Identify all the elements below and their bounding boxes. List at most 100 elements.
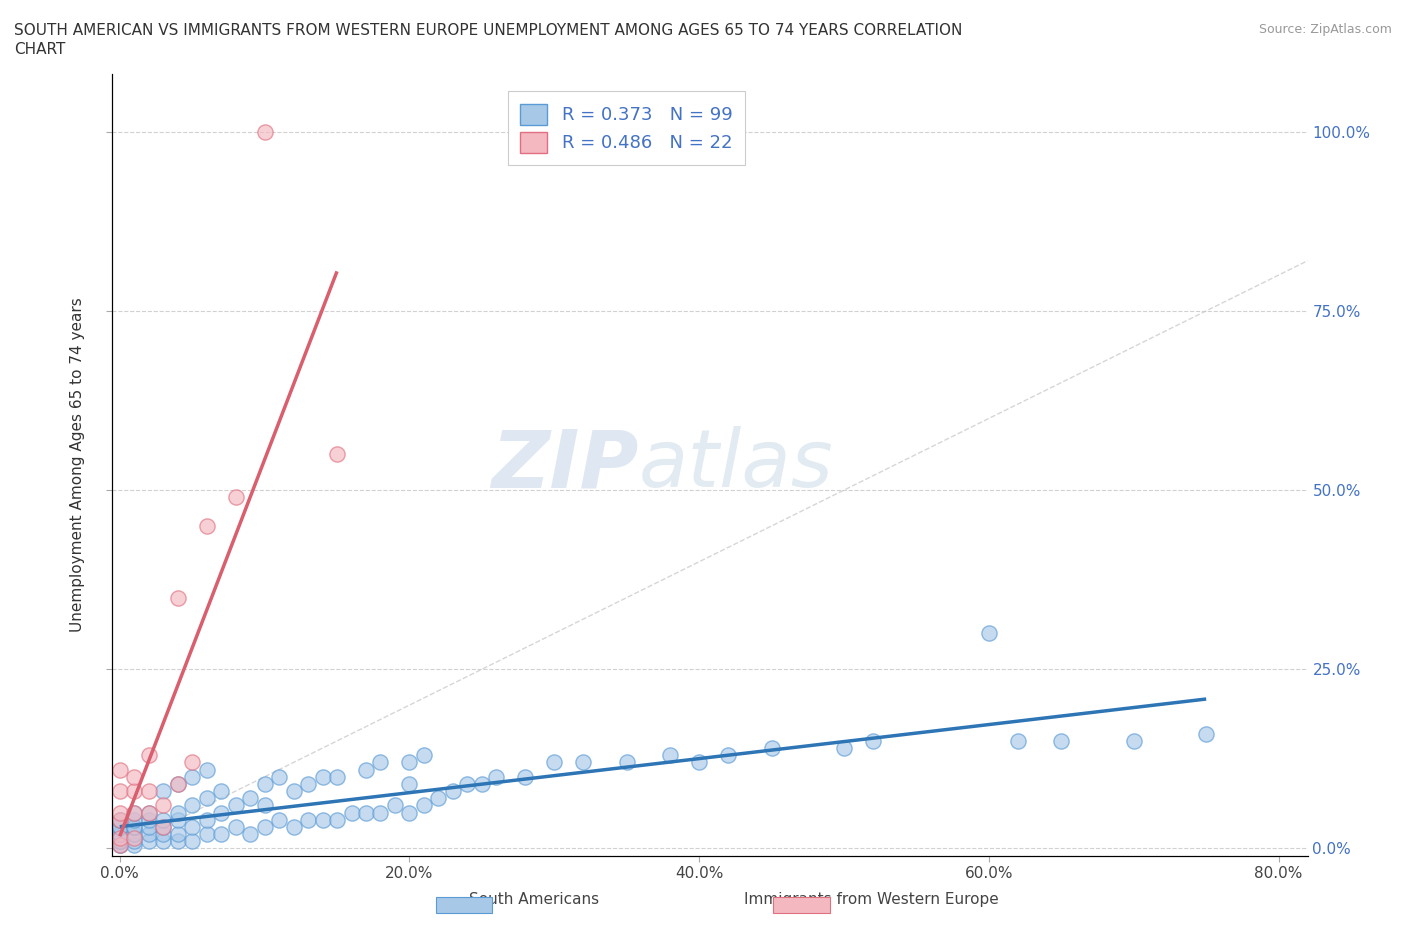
Point — [108, 827, 131, 842]
Point — [862, 734, 884, 749]
Point — [384, 798, 406, 813]
Point — [166, 777, 188, 791]
Point — [326, 812, 349, 827]
Point — [543, 755, 565, 770]
Point — [108, 834, 131, 849]
Point — [108, 784, 131, 799]
Point — [138, 805, 160, 820]
Point — [108, 819, 131, 834]
Point — [152, 812, 174, 827]
Point — [122, 812, 145, 827]
Point — [122, 837, 145, 852]
Point — [413, 798, 436, 813]
Point — [122, 784, 145, 799]
Point — [717, 748, 740, 763]
Point — [311, 769, 333, 784]
Point — [441, 784, 464, 799]
Point — [152, 798, 174, 813]
Point — [152, 834, 174, 849]
Text: SOUTH AMERICAN VS IMMIGRANTS FROM WESTERN EUROPE UNEMPLOYMENT AMONG AGES 65 TO 7: SOUTH AMERICAN VS IMMIGRANTS FROM WESTER… — [14, 23, 963, 38]
Point — [195, 790, 218, 805]
Point — [138, 748, 160, 763]
Point — [108, 812, 131, 827]
Point — [122, 819, 145, 834]
Point — [152, 827, 174, 842]
Point — [108, 827, 131, 842]
Point — [209, 805, 232, 820]
Point — [122, 827, 145, 842]
Point — [515, 769, 537, 784]
Point — [108, 763, 131, 777]
Legend: R = 0.373   N = 99, R = 0.486   N = 22: R = 0.373 N = 99, R = 0.486 N = 22 — [508, 91, 745, 166]
Point — [239, 827, 262, 842]
Point — [122, 769, 145, 784]
Point — [138, 812, 160, 827]
Point — [108, 819, 131, 834]
Point — [370, 805, 392, 820]
Point — [326, 446, 349, 461]
Point — [616, 755, 638, 770]
Point — [398, 755, 420, 770]
Point — [195, 763, 218, 777]
Point — [195, 827, 218, 842]
Point — [152, 819, 174, 834]
Point — [239, 790, 262, 805]
Point — [166, 827, 188, 842]
Point — [456, 777, 478, 791]
Point — [122, 805, 145, 820]
Point — [283, 784, 305, 799]
Point — [108, 837, 131, 852]
Point — [108, 834, 131, 849]
Point — [225, 798, 247, 813]
Point — [166, 591, 188, 605]
Point — [267, 812, 290, 827]
Point — [283, 819, 305, 834]
Point — [166, 805, 188, 820]
Point — [340, 805, 363, 820]
Point — [485, 769, 508, 784]
Point — [311, 812, 333, 827]
Point — [138, 819, 160, 834]
Point — [122, 830, 145, 845]
Point — [108, 819, 131, 834]
Point — [572, 755, 595, 770]
Y-axis label: Unemployment Among Ages 65 to 74 years: Unemployment Among Ages 65 to 74 years — [70, 298, 86, 632]
Point — [398, 805, 420, 820]
Point — [195, 812, 218, 827]
Point — [108, 837, 131, 852]
Point — [370, 755, 392, 770]
Point — [297, 812, 319, 827]
Point — [398, 777, 420, 791]
Point — [181, 755, 204, 770]
Point — [225, 819, 247, 834]
Point — [253, 125, 276, 140]
Point — [122, 834, 145, 849]
Point — [413, 748, 436, 763]
Point — [181, 798, 204, 813]
Point — [253, 777, 276, 791]
Point — [688, 755, 710, 770]
Point — [166, 834, 188, 849]
Point — [166, 777, 188, 791]
Point — [832, 740, 855, 755]
Point — [181, 819, 204, 834]
Point — [427, 790, 450, 805]
Point — [108, 812, 131, 827]
Point — [166, 812, 188, 827]
Point — [138, 805, 160, 820]
Point — [761, 740, 783, 755]
Point — [122, 819, 145, 834]
Point — [659, 748, 682, 763]
Point — [253, 798, 276, 813]
Text: Immigrants from Western Europe: Immigrants from Western Europe — [744, 892, 1000, 907]
Point — [253, 819, 276, 834]
Point — [181, 834, 204, 849]
Text: atlas: atlas — [638, 426, 834, 504]
Point — [471, 777, 494, 791]
Point — [108, 830, 131, 845]
Point — [209, 784, 232, 799]
Point — [108, 834, 131, 849]
Point — [225, 490, 247, 505]
Point — [1050, 734, 1073, 749]
Point — [326, 769, 349, 784]
